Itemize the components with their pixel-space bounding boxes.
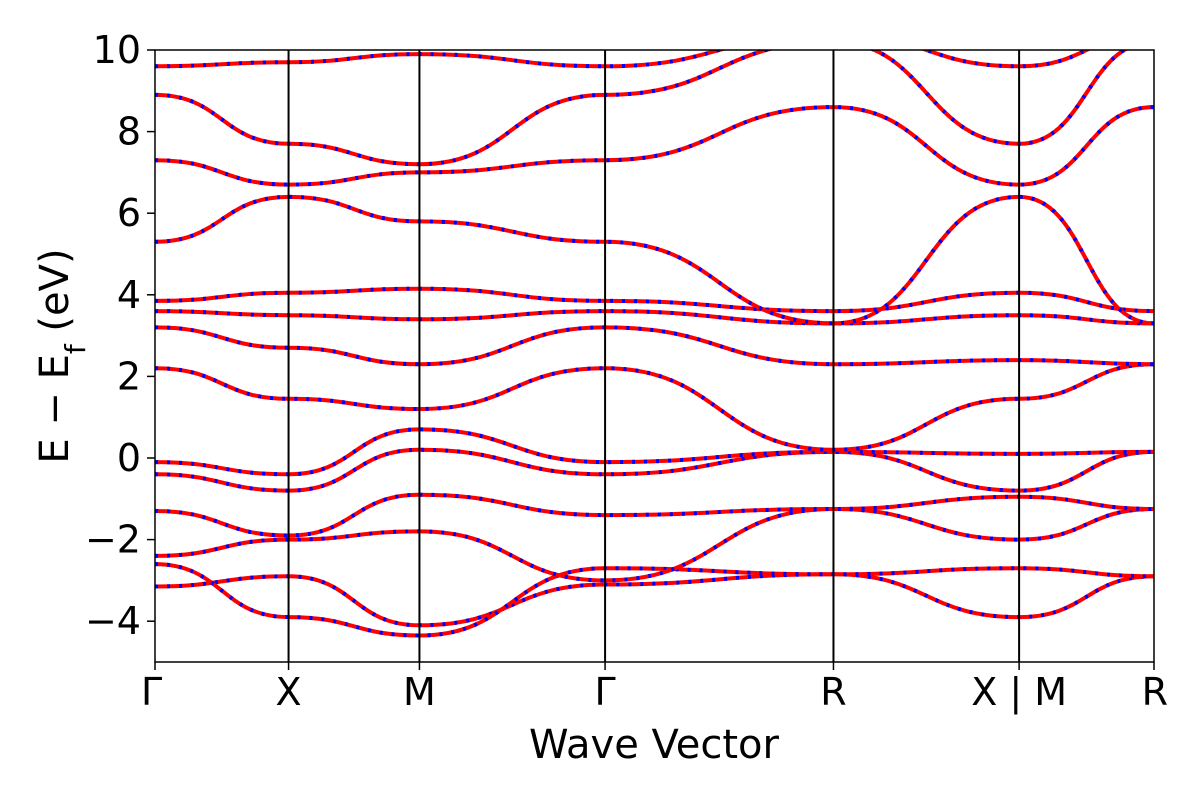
high-symmetry-lines — [287, 50, 1021, 662]
band-6-red — [155, 427, 1154, 477]
y-tick-label-8: −4 — [85, 599, 141, 643]
y-tick-label-1: 10 — [93, 28, 141, 72]
band-9-red — [155, 309, 1154, 326]
x-tick-label-7: R — [1142, 670, 1168, 714]
x-tick-label-5: R — [820, 670, 846, 714]
y-axis-label-sub: f — [59, 343, 92, 354]
x-tick-label-6: X | M — [971, 670, 1067, 715]
x-axis-label: Wave Vector — [529, 722, 780, 768]
band-3-red — [155, 507, 1154, 583]
y-tick-label-5: 2 — [117, 354, 141, 398]
band-5-blue — [155, 447, 1154, 493]
x-tick-label-1: Γ — [141, 670, 162, 714]
plot-frame — [154, 49, 1155, 663]
y-axis-label: E − Ef (eV) — [32, 248, 92, 463]
x-tick-label-3: M — [403, 670, 436, 714]
x-tick-label-2: X — [276, 670, 302, 714]
y-axis-label-unit: (eV) — [32, 248, 78, 344]
band-11-red — [155, 194, 1154, 326]
y-tick-label-7: −2 — [85, 518, 141, 562]
y-tick-label-6: 0 — [117, 436, 141, 480]
band-5-red — [155, 447, 1154, 493]
band-10-red — [155, 286, 1154, 314]
band-8-red — [155, 325, 1154, 367]
band-6-blue — [155, 427, 1154, 477]
x-axis-ticks: Γ X M Γ R X | M R — [141, 662, 1168, 715]
band-9-blue — [155, 309, 1154, 326]
y-axis-ticks: 10 8 6 4 2 0 −2 −4 — [85, 28, 155, 643]
y-tick-label-4: 4 — [117, 273, 141, 317]
x-tick-label-4: Γ — [594, 670, 615, 714]
y-tick-label-2: 8 — [117, 110, 141, 154]
band-7-blue — [155, 362, 1154, 452]
band-4-red — [155, 492, 1154, 538]
y-tick-label-3: 6 — [117, 191, 141, 235]
band-11-blue — [155, 194, 1154, 326]
y-axis-label-main: E − E — [32, 354, 78, 464]
band-7-red — [155, 362, 1154, 452]
band-lines — [155, 50, 1154, 638]
